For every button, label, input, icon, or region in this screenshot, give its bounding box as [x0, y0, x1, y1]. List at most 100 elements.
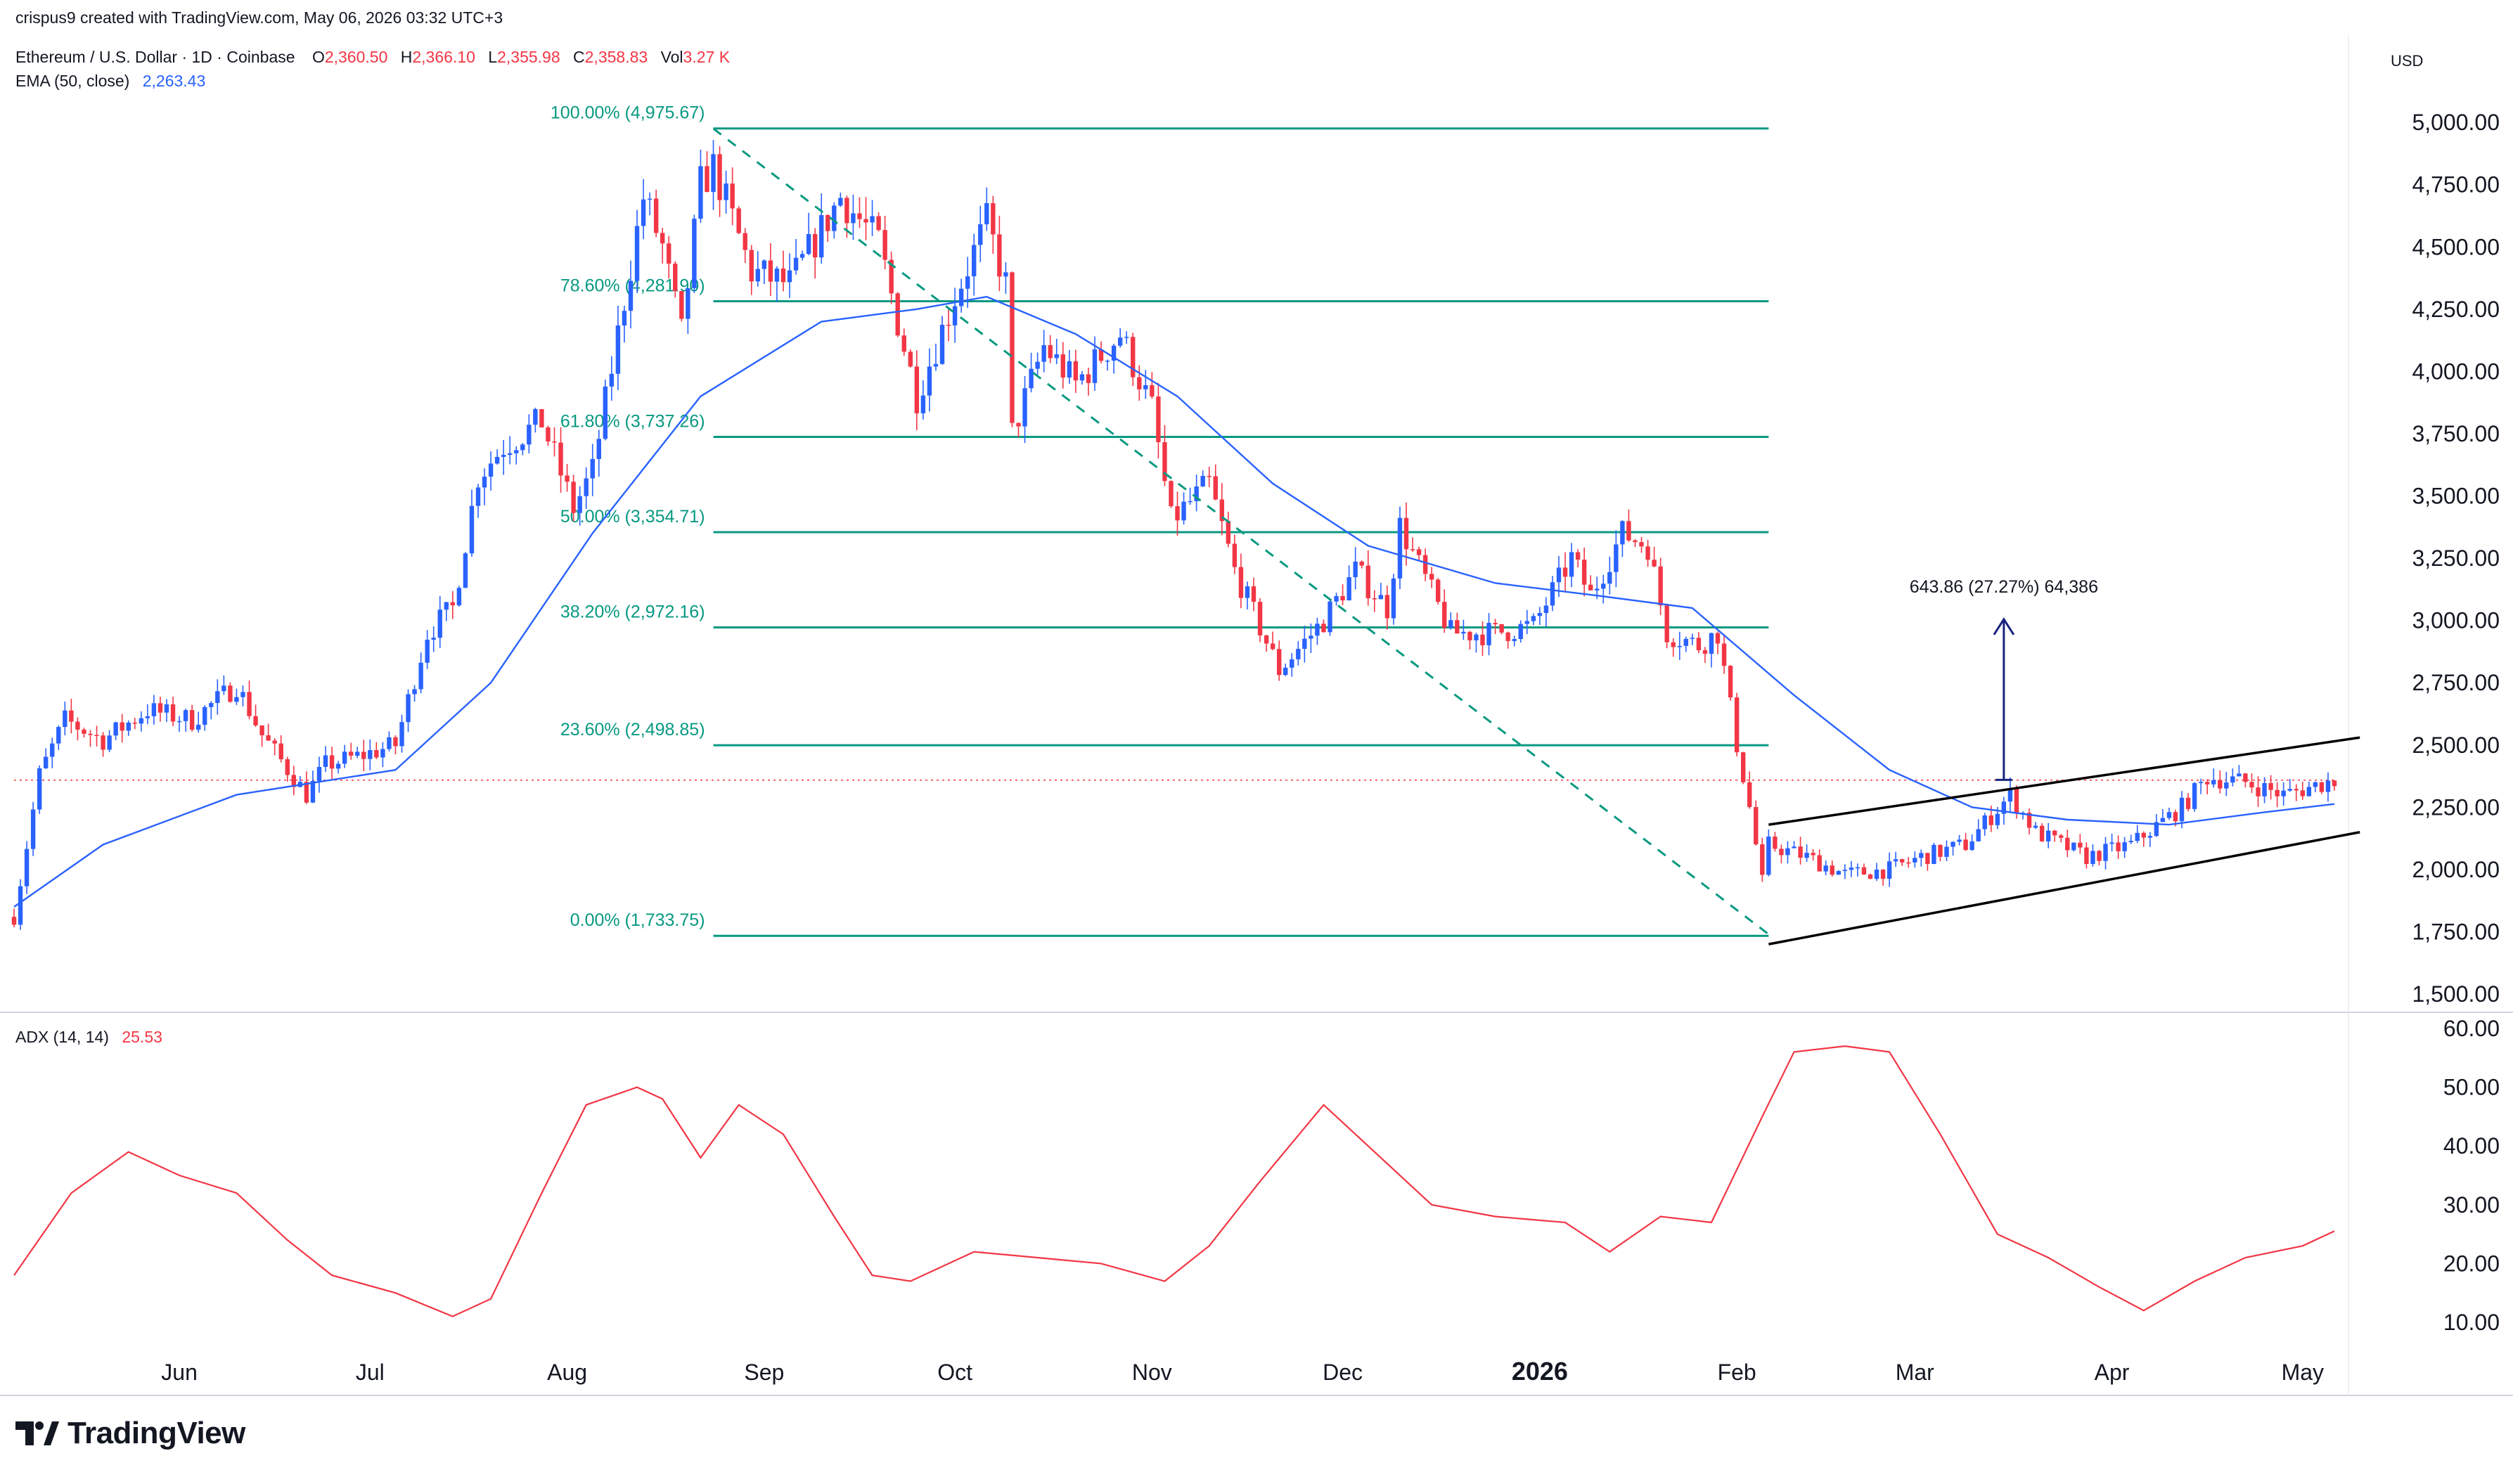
candle-body: [647, 198, 653, 200]
fib-level-label: 61.80% (3,737.26): [560, 411, 705, 431]
candle-body: [2185, 797, 2191, 809]
ema50-line: [13, 295, 2335, 908]
candle-body: [1365, 565, 1370, 598]
candle-body: [1169, 481, 1174, 507]
candle-body: [819, 214, 824, 258]
candle-body: [2007, 788, 2013, 802]
candle-body: [44, 756, 49, 768]
candle-body: [501, 455, 506, 457]
time-tick-label: Apr: [2095, 1360, 2130, 1385]
candle-body: [1283, 667, 1288, 676]
candle-body: [527, 425, 532, 445]
candle-body: [1493, 623, 1498, 624]
candle-body: [673, 264, 678, 291]
ema-value: 2,263.43: [142, 72, 206, 90]
candle-body: [2116, 842, 2121, 851]
price-tick-label: 3,000.00: [2412, 608, 2500, 633]
candle-body: [2173, 812, 2178, 822]
candle-body: [1874, 869, 1879, 879]
candle-body: [1347, 577, 1351, 600]
price-tick-label: 2,500.00: [2412, 733, 2500, 758]
candle-body: [1715, 633, 1721, 644]
ohlc-low: 2,355.98: [497, 48, 560, 66]
candle-body: [1207, 475, 1211, 477]
candle-body: [1988, 815, 1993, 825]
price-tick-label: 2,750.00: [2412, 670, 2500, 695]
candle-body: [1671, 642, 1676, 647]
time-tick-label: Nov: [1132, 1360, 1172, 1385]
candle-body: [1098, 349, 1104, 361]
ema-label: EMA (50, close): [15, 72, 130, 90]
candle-body: [1658, 566, 1663, 606]
candle-body: [952, 306, 958, 325]
candle-body: [1232, 543, 1238, 567]
candle-body: [1919, 853, 1924, 858]
candle-body: [30, 809, 36, 849]
candle-body: [1086, 374, 1091, 383]
candle-body: [139, 718, 144, 724]
candle-body: [1131, 337, 1136, 378]
candle-body: [1855, 867, 1860, 869]
candle-body: [1792, 846, 1797, 849]
fib-level-label: 23.60% (2,498.85): [560, 720, 705, 740]
candle-body: [1696, 638, 1702, 650]
candle-body: [1595, 588, 1600, 591]
candle-body: [1950, 841, 1955, 847]
target-measure-label: 643.86 (27.27%) 64,386: [1910, 577, 2098, 597]
candle-body: [1315, 624, 1320, 636]
candle-body: [1721, 643, 1727, 666]
candle-body: [692, 219, 697, 288]
candle-body: [2306, 787, 2312, 796]
candle-body: [412, 689, 417, 695]
adx-value: 25.53: [122, 1028, 162, 1046]
fib-level-label: 50.00% (3,354.71): [560, 507, 705, 527]
candle-body: [1486, 623, 1491, 645]
candle-body: [2224, 782, 2229, 789]
candle-body: [590, 458, 595, 479]
currency-label[interactable]: USD: [2391, 52, 2424, 70]
candle-body: [368, 750, 373, 759]
volume-value: 3.27 K: [683, 48, 731, 66]
candle-body: [933, 363, 939, 367]
candle-body: [787, 270, 792, 283]
candle-body: [2014, 788, 2019, 813]
author-line: crispus9 created with TradingView.com, M…: [15, 8, 503, 27]
candle-body: [1448, 620, 1453, 628]
candle-body: [1429, 574, 1434, 580]
candle-body: [2090, 851, 2095, 864]
candle-body: [2268, 782, 2273, 790]
adx-tick-label: 60.00: [2443, 1016, 2500, 1041]
candle-body: [1830, 865, 1834, 875]
candle-body: [724, 183, 728, 200]
candle-body: [1963, 839, 1968, 851]
channel-lower-line: [1768, 831, 2360, 946]
symbol-title[interactable]: Ethereum / U.S. Dollar · 1D · Coinbase: [15, 48, 295, 66]
ema-legend[interactable]: EMA (50, close) 2,263.43: [15, 72, 205, 91]
candle-body: [310, 780, 316, 803]
candle-body: [622, 311, 627, 325]
candle-body: [1054, 354, 1059, 359]
candle-body: [1944, 846, 1949, 857]
candle-body: [1111, 345, 1117, 361]
candle-body: [1779, 849, 1784, 856]
candle-body: [240, 692, 245, 697]
candle-body: [508, 453, 513, 456]
time-tick-label: Dec: [1323, 1360, 1363, 1385]
candle-body: [247, 692, 252, 716]
candle-body: [1995, 813, 2000, 825]
adx-tick-label: 40.00: [2443, 1133, 2500, 1159]
adx-legend[interactable]: ADX (14, 14) 25.53: [15, 1028, 162, 1047]
candle-body: [565, 475, 570, 482]
candle-body: [2211, 780, 2216, 785]
adx-line: [13, 1045, 2335, 1317]
candle-body: [291, 775, 297, 787]
candle-body: [628, 280, 634, 311]
tradingview-logo-icon: [15, 1421, 59, 1445]
candle-body: [272, 740, 277, 744]
candle-body: [2052, 830, 2057, 836]
price-tick-label: 1,750.00: [2412, 919, 2500, 944]
candle-body: [1754, 807, 1759, 845]
candle-body: [1035, 361, 1040, 369]
